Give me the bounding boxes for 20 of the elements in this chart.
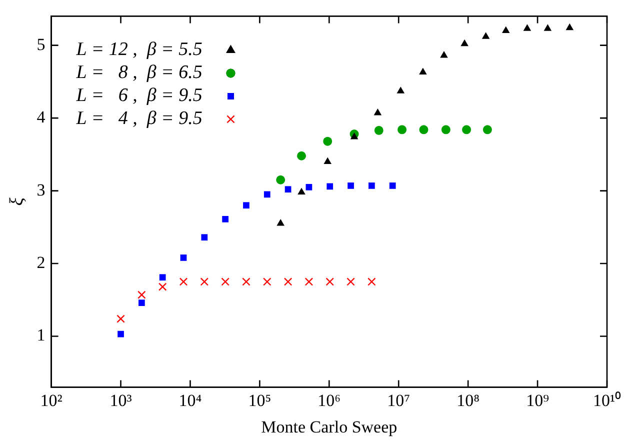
legend-label: L = 6 , β = 9.5 <box>75 85 202 106</box>
x-tick-label: 10⁷ <box>387 390 410 410</box>
legend-label: L = 12 , β = 5.5 <box>75 39 202 60</box>
y-tick-label: 3 <box>36 180 46 200</box>
x-tick-label: 10⁸ <box>456 390 480 410</box>
y-tick-label: 4 <box>36 108 46 127</box>
x-axis-title: Monte Carlo Sweep <box>261 417 398 436</box>
legend-label: L = 8 , β = 6.5 <box>75 62 202 84</box>
legend-label: L = 4 , β = 9.5 <box>75 108 202 130</box>
x-tick-label: 10⁶ <box>318 390 341 410</box>
x-tick-label: 10¹⁰ <box>592 390 622 410</box>
y-tick-label: 2 <box>36 253 46 272</box>
y-tick-label: 1 <box>36 326 46 345</box>
x-tick-label: 10² <box>40 390 62 410</box>
x-tick-label: 10⁹ <box>526 390 550 410</box>
x-tick-label: 10⁴ <box>178 390 202 410</box>
y-tick-label: 5 <box>36 34 46 54</box>
x-tick-label: 10⁵ <box>248 390 272 410</box>
y-axis-title: ξ <box>6 196 28 206</box>
x-tick-label: 10³ <box>110 390 132 410</box>
